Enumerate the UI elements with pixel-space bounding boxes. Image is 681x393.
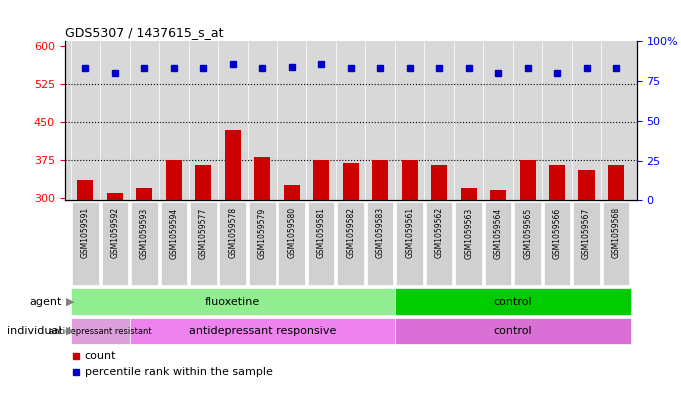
Bar <box>426 202 452 285</box>
Bar <box>308 202 334 285</box>
Bar <box>343 163 359 349</box>
Text: GSM1059594: GSM1059594 <box>170 208 178 259</box>
Bar <box>225 130 241 349</box>
Text: individual: individual <box>7 326 61 336</box>
Text: GSM1059568: GSM1059568 <box>612 208 620 259</box>
Bar <box>549 165 565 349</box>
Text: GSM1059592: GSM1059592 <box>110 208 119 259</box>
Text: GDS5307 / 1437615_s_at: GDS5307 / 1437615_s_at <box>65 26 223 39</box>
Bar <box>71 318 129 344</box>
Bar <box>129 318 395 344</box>
Bar <box>460 188 477 349</box>
Text: control: control <box>494 297 533 307</box>
Bar <box>107 193 123 349</box>
Bar <box>573 202 600 285</box>
Text: GSM1059564: GSM1059564 <box>494 208 503 259</box>
Bar <box>283 185 300 349</box>
Bar <box>603 202 629 285</box>
Bar <box>249 202 276 285</box>
Bar <box>367 202 394 285</box>
Text: count: count <box>84 351 116 361</box>
Bar <box>72 202 99 285</box>
Text: ▶: ▶ <box>66 326 74 336</box>
Bar <box>195 165 211 349</box>
Bar <box>77 180 93 349</box>
Bar <box>578 170 595 349</box>
Text: GSM1059582: GSM1059582 <box>346 208 355 258</box>
Bar <box>254 158 270 349</box>
Text: GSM1059562: GSM1059562 <box>434 208 444 259</box>
Bar <box>338 202 364 285</box>
Bar <box>396 202 423 285</box>
Text: GSM1059578: GSM1059578 <box>228 208 237 259</box>
Text: GSM1059593: GSM1059593 <box>140 208 149 259</box>
Bar <box>71 288 395 315</box>
Text: GSM1059565: GSM1059565 <box>523 208 532 259</box>
Bar <box>456 202 482 285</box>
Bar <box>514 202 541 285</box>
Text: antidepressant resistant: antidepressant resistant <box>49 327 151 336</box>
Text: GSM1059591: GSM1059591 <box>81 208 90 259</box>
Bar <box>431 165 447 349</box>
Text: GSM1059563: GSM1059563 <box>464 208 473 259</box>
Bar <box>313 160 330 349</box>
Bar <box>219 202 246 285</box>
Bar <box>165 160 182 349</box>
Text: ▶: ▶ <box>66 297 74 307</box>
Text: fluoxetine: fluoxetine <box>205 297 260 307</box>
Bar <box>136 188 153 349</box>
Text: GSM1059561: GSM1059561 <box>405 208 414 259</box>
Text: agent: agent <box>29 297 61 307</box>
Bar <box>395 318 631 344</box>
Bar <box>372 160 388 349</box>
Text: percentile rank within the sample: percentile rank within the sample <box>84 367 272 377</box>
Bar <box>279 202 305 285</box>
Bar <box>520 160 536 349</box>
Bar <box>101 202 128 285</box>
Text: antidepressant responsive: antidepressant responsive <box>189 326 336 336</box>
Bar <box>485 202 511 285</box>
Bar <box>395 288 631 315</box>
Text: GSM1059566: GSM1059566 <box>552 208 562 259</box>
Bar <box>544 202 571 285</box>
Text: control: control <box>494 326 533 336</box>
Bar <box>608 165 624 349</box>
Bar <box>402 160 418 349</box>
Text: GSM1059581: GSM1059581 <box>317 208 326 258</box>
Bar <box>131 202 157 285</box>
Text: GSM1059579: GSM1059579 <box>257 208 267 259</box>
Bar <box>490 190 506 349</box>
Text: GSM1059583: GSM1059583 <box>376 208 385 259</box>
Text: GSM1059577: GSM1059577 <box>199 208 208 259</box>
Text: GSM1059580: GSM1059580 <box>287 208 296 259</box>
Bar <box>161 202 187 285</box>
Text: GSM1059567: GSM1059567 <box>582 208 591 259</box>
Bar <box>190 202 217 285</box>
